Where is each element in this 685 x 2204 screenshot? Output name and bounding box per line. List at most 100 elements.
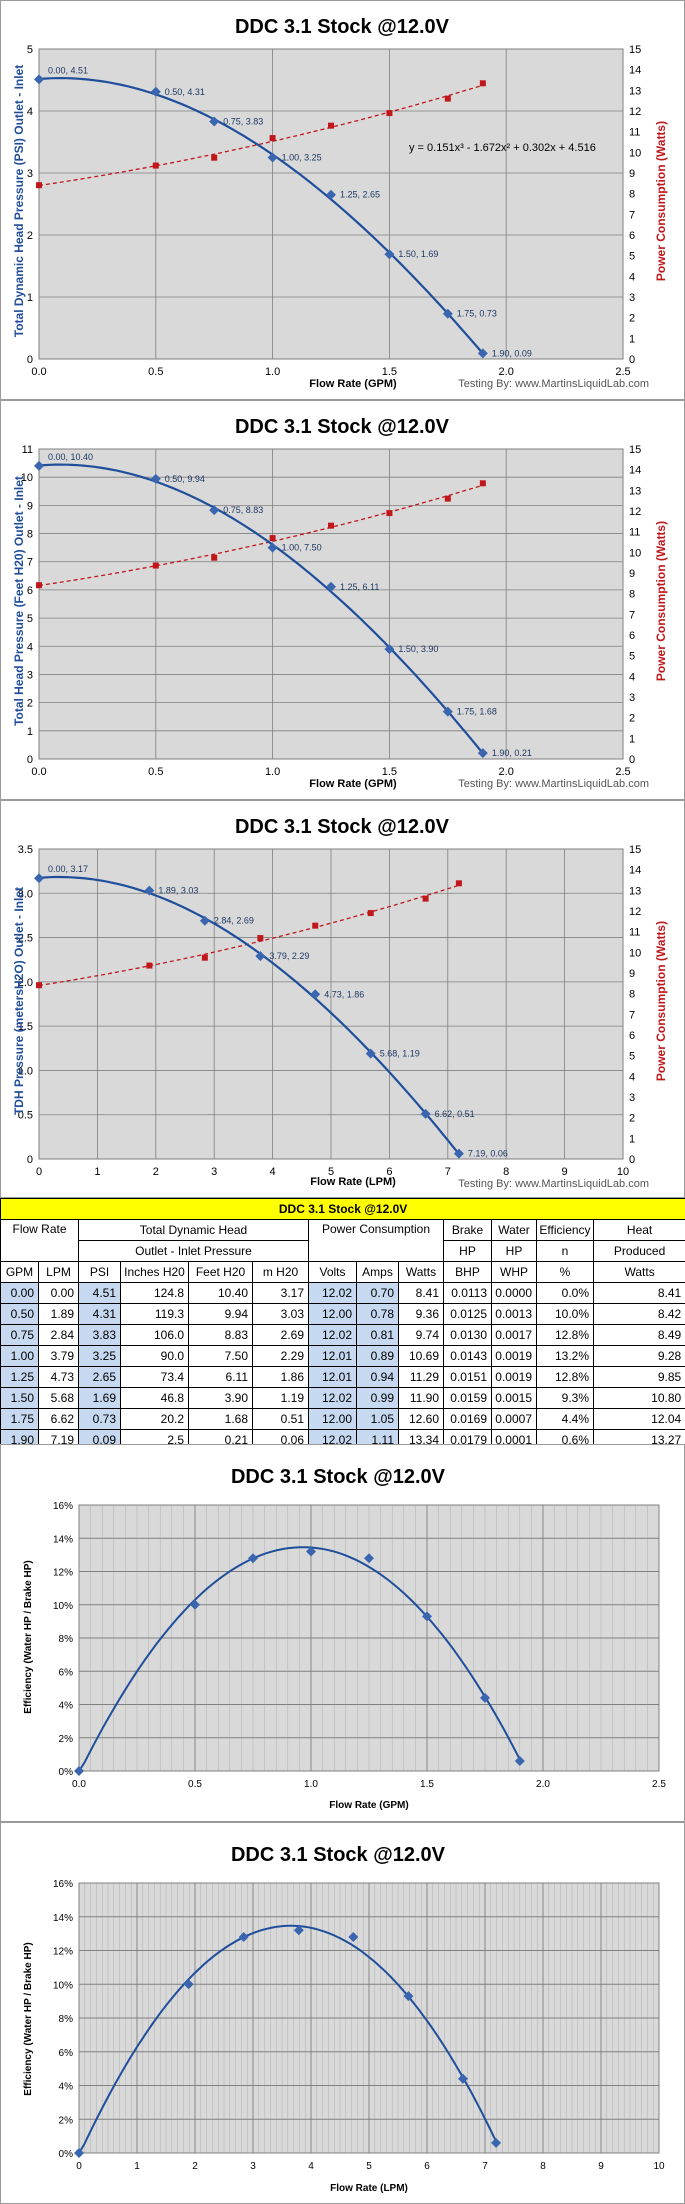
col-header: Watts	[398, 1261, 444, 1283]
table-cell: 0.99	[356, 1387, 399, 1409]
table-cell: 4.73	[38, 1366, 79, 1388]
head-data-label: 1.25, 6.11	[340, 582, 379, 592]
efficiency-lpm-panel: DDC 3.1 Stock @12.0V 0% 2% 4% 6% 8% 10% 12% 14%…	[0, 1822, 685, 2204]
head-point	[267, 542, 278, 553]
table-cell: 1.69	[78, 1387, 121, 1409]
efficiency-gpm-chart: DDC 3.1 Stock @12.0V 0% 2% 4% 6% 8% 10% 12% 14%…	[23, 1466, 666, 1811]
table-cell: 1.50	[0, 1387, 39, 1409]
x-axis-label: Flow Rate (GPM)	[309, 378, 397, 390]
table-cell: 9.85	[592, 1366, 685, 1388]
y-tick-label-right: 11	[629, 527, 640, 539]
y-tick-label: 4%	[59, 2082, 74, 2093]
table-cell: 10.0%	[536, 1303, 594, 1325]
efficiency-point	[74, 2148, 84, 2158]
header-produced: Produced	[592, 1240, 685, 1262]
x-tick-label: 0.5	[148, 366, 163, 378]
table-cell: 0.00	[0, 1282, 39, 1304]
y-tick-label-right: 6	[629, 1030, 635, 1042]
table-cell: 3.03	[252, 1303, 309, 1325]
table-cell: 1.68	[188, 1408, 253, 1430]
table-cell: 6.62	[38, 1408, 79, 1430]
y-tick-label-right: 10	[629, 947, 641, 959]
y-tick-label-right: 11	[629, 927, 640, 939]
y-tick-label-left: 3	[27, 168, 33, 180]
y-tick-label-right: 13	[629, 485, 641, 497]
y-tick-label-right: 8	[629, 989, 635, 1001]
table-cell: 124.8	[120, 1282, 189, 1304]
credit-text: Testing By: www.MartinsLiquidLab.com	[458, 1178, 649, 1190]
table-cell: 0.0113	[443, 1282, 492, 1304]
x-tick-label: 0.0	[72, 1779, 86, 1790]
table-row: 0.00 0.00 4.51 124.8 10.40 3.17 12.02 0.70 8.41 0…	[0, 1282, 685, 1304]
power-point	[152, 162, 159, 169]
col-header: BHP	[443, 1261, 492, 1283]
head-point	[326, 581, 336, 592]
head-data-label: 5.68, 1.19	[380, 1049, 420, 1059]
y-tick-label: 4%	[59, 1701, 74, 1712]
table-cell: 2.65	[78, 1366, 121, 1388]
x-tick-label: 2.0	[499, 366, 514, 378]
table-cell: 12.8%	[536, 1366, 594, 1388]
head-point	[384, 249, 395, 260]
efficiency-point	[480, 1692, 490, 1703]
head-data-label: 1.50, 1.69	[398, 249, 438, 259]
table-cell: 0.50	[0, 1303, 39, 1325]
table-cell: 8.41	[398, 1282, 444, 1304]
y-tick-label-right: 4	[629, 271, 635, 283]
plot-border	[78, 1882, 660, 2154]
table-cell: 4.31	[78, 1303, 121, 1325]
power-point	[36, 982, 42, 989]
y-tick-label-right: 1	[629, 333, 635, 345]
head-point	[477, 748, 488, 759]
head-data-label: 1.50, 3.90	[398, 644, 438, 654]
y-tick-label-right: 2	[629, 1113, 635, 1125]
table-cell: 0.51	[252, 1408, 309, 1430]
col-header: LPM	[38, 1261, 79, 1283]
table-cell: 119.3	[120, 1303, 189, 1325]
y-tick-label-left: 11	[22, 444, 33, 456]
x-tick-label: 2.0	[499, 766, 514, 778]
credit-text: Testing By: www.MartinsLiquidLab.com	[458, 778, 649, 790]
x-tick-label: 1.5	[382, 766, 397, 778]
y-tick-label-left: 1.5	[18, 1021, 33, 1033]
y-tick-label-right: 7	[629, 1009, 635, 1021]
data-table-wrap: DDC 3.1 Stock @12.0V Flow Rate Total Dyn…	[0, 1198, 685, 1451]
y-tick-label-left: 5	[27, 44, 33, 56]
plot-area	[38, 48, 624, 360]
y-tick-label-left: 9	[27, 500, 33, 512]
y-tick-label-right: 0	[629, 1154, 635, 1166]
x-axis-label: Flow Rate (GPM)	[329, 1800, 408, 1811]
x-tick-label: 0	[76, 2161, 82, 2172]
efficiency-point	[491, 2137, 502, 2148]
header-brake-hp: HP	[443, 1240, 492, 1262]
table-cell: 3.83	[78, 1324, 121, 1346]
y-tick-label-left: 10	[21, 472, 33, 484]
efficiency-point	[183, 1979, 194, 1990]
y-tick-label-left: 4	[27, 106, 33, 118]
y-tick-label-left: 1	[27, 292, 33, 304]
x-tick-label: 2.0	[536, 1779, 550, 1790]
head-data-label: 1.00, 7.50	[282, 543, 322, 553]
chart-title: DDC 3.1 Stock @12.0V	[235, 16, 450, 38]
meters-chart: DDC 3.1 Stock @12.0V 0 0.5 1.0 1.5 2.0 2.5 3.0…	[12, 816, 668, 1190]
head-data-label: 0.50, 9.94	[165, 474, 205, 484]
head-point	[34, 873, 44, 884]
power-point	[36, 582, 42, 589]
head-data-label: 0.00, 4.51	[48, 65, 88, 75]
header-efficiency: Efficiency	[536, 1219, 594, 1241]
psi-chart-panel: DDC 3.1 Stock @12.0V 0 1 2 3 4 5 0.0 0.5 1.0 1.5 2…	[0, 0, 685, 400]
y-tick-label-right: 7	[629, 209, 635, 221]
y-tick-label-right: 5	[629, 651, 635, 663]
table-row: 1.00 3.79 3.25 90.0 7.50 2.29 12.01 0.89 10.69 0.…	[0, 1345, 685, 1367]
head-point	[209, 505, 220, 516]
y-tick-label-right: 14	[629, 465, 641, 477]
efficiency-point	[190, 1599, 200, 1610]
y-axis-label-right: Power Consumption (Watts)	[654, 121, 668, 281]
table-cell: 0.0000	[491, 1282, 537, 1304]
data-table: DDC 3.1 Stock @12.0V Flow Rate Total Dyn…	[0, 1198, 685, 1451]
head-data-label: 2.84, 2.69	[214, 916, 254, 926]
table-cell: 10.80	[592, 1387, 685, 1409]
header-heat: Heat	[592, 1219, 685, 1241]
table-cell: 12.60	[398, 1408, 444, 1430]
